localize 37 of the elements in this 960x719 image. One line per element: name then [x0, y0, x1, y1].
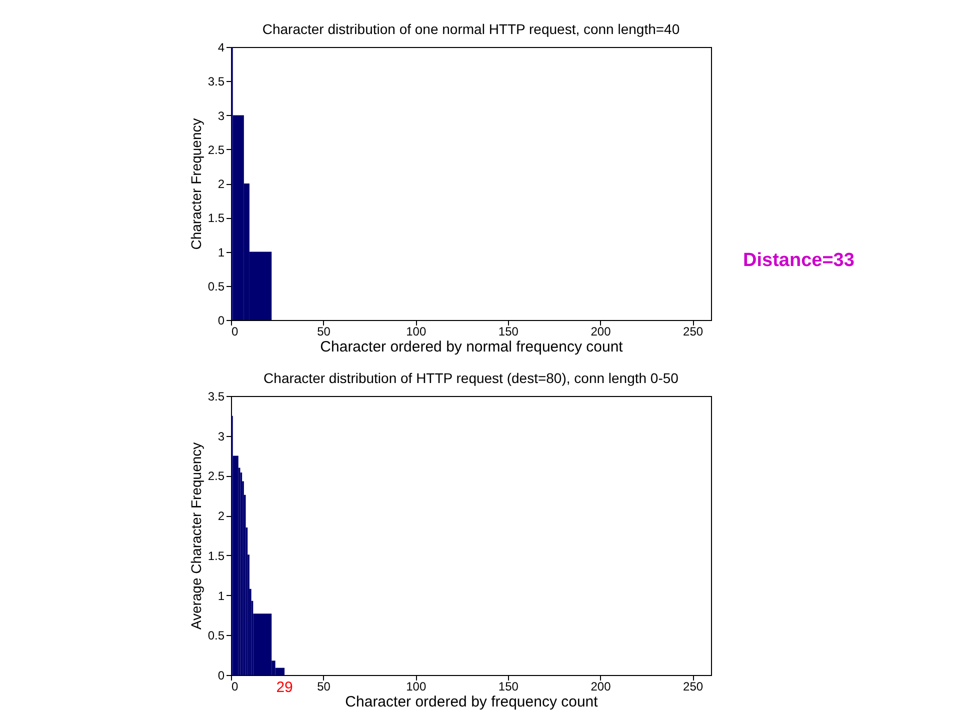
- x-tick-label: 100: [406, 324, 426, 338]
- x-tick-label: 200: [590, 680, 612, 694]
- y-tick-label: 1.5: [208, 548, 225, 563]
- annotation: 29: [276, 679, 293, 696]
- y-tick-label: 2.5: [208, 469, 225, 484]
- x-tick-label: 150: [498, 680, 519, 694]
- y-axis-title: Character Frequency: [188, 118, 204, 250]
- y-tick-label: 3.5: [208, 74, 225, 89]
- x-tick-label: 150: [498, 324, 519, 338]
- y-tick-label: 1: [218, 588, 225, 603]
- x-tick-label: 0: [232, 680, 238, 694]
- x-tick-label: 100: [406, 680, 426, 694]
- y-tick-label: 0: [218, 668, 225, 682]
- x-tick-label: 200: [590, 324, 612, 338]
- chart-title: Character distribution of one normal HTTP request, conn length=40: [262, 21, 680, 37]
- y-tick-label: 2.5: [208, 142, 225, 157]
- y-tick-label: 3.5: [208, 390, 225, 404]
- y-tick-label: 1: [218, 245, 225, 260]
- y-tick-label: 3: [218, 429, 225, 444]
- x-tick-label: 250: [683, 324, 704, 338]
- y-tick-label: 4: [218, 40, 225, 54]
- y-tick-label: 2: [218, 509, 225, 524]
- x-tick-label: 50: [317, 324, 331, 338]
- x-axis-title: Character ordered by normal frequency count: [320, 338, 624, 356]
- y-tick-label: 2: [218, 177, 225, 191]
- y-tick-label: 0.5: [208, 279, 225, 294]
- x-tick-label: 250: [683, 680, 704, 694]
- y-tick-label: 0: [218, 314, 225, 328]
- y-tick-label: 0.5: [208, 628, 225, 643]
- y-tick-label: 3: [218, 108, 225, 123]
- chart-title: Character distribution of HTTP request (dest=80), conn length 0-50: [264, 370, 679, 386]
- x-tick-label: 0: [232, 324, 238, 338]
- x-tick-label: 50: [317, 680, 331, 694]
- y-axis-title: Average Character Frequency: [188, 442, 204, 630]
- x-axis-title: Character ordered by frequency count: [345, 694, 599, 710]
- y-tick-label: 1.5: [208, 211, 225, 226]
- text: Distance=33: [743, 250, 854, 271]
